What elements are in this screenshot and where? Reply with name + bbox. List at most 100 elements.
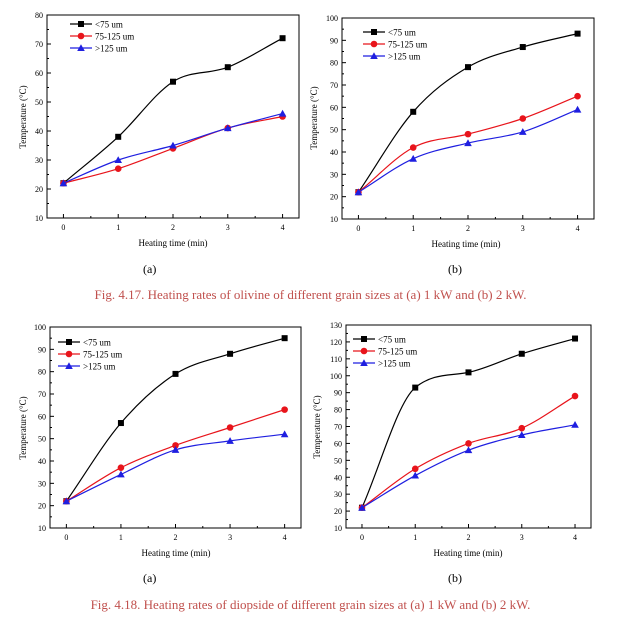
data-point-2 bbox=[519, 115, 527, 122]
data-point-1 bbox=[115, 133, 122, 140]
legend-marker bbox=[370, 40, 378, 48]
x-tick-label: 4 bbox=[573, 533, 577, 542]
y-tick-label: 100 bbox=[326, 14, 338, 23]
data-point-1 bbox=[519, 44, 526, 51]
legend-label: >125 um bbox=[378, 359, 410, 369]
x-tick-label: 2 bbox=[171, 223, 175, 232]
data-point-2 bbox=[411, 465, 419, 473]
y-tick-label: 10 bbox=[330, 215, 338, 224]
legend-label: 75-125 um bbox=[388, 40, 427, 50]
y-tick-label: 60 bbox=[38, 412, 46, 421]
data-point-2 bbox=[409, 144, 417, 151]
caption-fig-4-18: Fig. 4.18. Heating rates of diopside of … bbox=[90, 597, 531, 612]
series-line-2 bbox=[66, 409, 285, 502]
data-point-1 bbox=[465, 369, 472, 376]
data-point-2 bbox=[114, 165, 122, 172]
legend-marker bbox=[370, 52, 378, 59]
y-tick-label: 20 bbox=[334, 507, 342, 516]
x-tick-label: 0 bbox=[61, 223, 65, 232]
plot-frame bbox=[46, 14, 300, 219]
y-tick-label: 90 bbox=[38, 345, 46, 354]
x-axis-label: Heating time (min) bbox=[142, 548, 211, 558]
data-point-1 bbox=[518, 350, 525, 357]
data-point-3 bbox=[169, 141, 177, 149]
y-tick-label: 30 bbox=[38, 479, 46, 488]
data-point-1 bbox=[170, 78, 176, 85]
data-point-3 bbox=[117, 470, 125, 478]
y-tick-label: 110 bbox=[330, 355, 342, 364]
data-point-2 bbox=[574, 92, 581, 100]
y-tick-label: 80 bbox=[334, 406, 342, 415]
data-point-2 bbox=[464, 130, 472, 138]
x-tick-label: 0 bbox=[64, 533, 68, 542]
chart-panel-4: 10 20 30 40 50 60 70 80 90 100 110 120 130 0 1 2 3 4 Heati… bbox=[312, 321, 592, 558]
data-point-2 bbox=[172, 442, 179, 449]
data-point-3 bbox=[571, 421, 579, 428]
legend-label: <75 um bbox=[388, 28, 416, 38]
legend-label: <75 um bbox=[95, 20, 123, 30]
data-point-1 bbox=[412, 384, 419, 391]
y-tick-label: 40 bbox=[35, 127, 43, 136]
data-point-3 bbox=[517, 431, 526, 438]
x-axis-label: Heating time (min) bbox=[434, 548, 503, 558]
y-tick-label: 90 bbox=[334, 389, 342, 398]
data-point-1 bbox=[172, 370, 179, 377]
subfig-label-417a: (a) bbox=[143, 262, 157, 276]
y-tick-label: 30 bbox=[35, 156, 43, 165]
y-tick-label: 40 bbox=[330, 148, 338, 157]
series-line-3 bbox=[361, 424, 576, 509]
series-line-1 bbox=[361, 337, 576, 508]
series-line-1 bbox=[357, 33, 578, 193]
y-tick-label: 70 bbox=[38, 390, 46, 399]
y-tick-label: 10 bbox=[35, 214, 43, 223]
y-tick-label: 30 bbox=[334, 490, 342, 499]
y-tick-label: 70 bbox=[334, 423, 342, 432]
data-point-3 bbox=[409, 154, 418, 162]
subfig-label-418b: (b) bbox=[448, 571, 462, 585]
series-line-1 bbox=[63, 37, 283, 184]
y-tick-label: 10 bbox=[38, 524, 46, 533]
legend-marker bbox=[360, 347, 368, 355]
data-point-3 bbox=[411, 471, 420, 479]
data-point-2 bbox=[465, 440, 472, 447]
legend-label: <75 um bbox=[378, 335, 406, 345]
data-point-3 bbox=[59, 179, 68, 187]
y-tick-label: 90 bbox=[330, 36, 338, 45]
legend-label: >125 um bbox=[388, 52, 420, 62]
x-tick-label: 3 bbox=[228, 533, 232, 542]
x-axis-label: Heating time (min) bbox=[432, 239, 501, 249]
legend-marker bbox=[77, 32, 85, 40]
x-tick-label: 2 bbox=[467, 533, 471, 542]
y-tick-label: 80 bbox=[330, 59, 338, 68]
data-point-1 bbox=[117, 420, 124, 427]
series-line-3 bbox=[358, 109, 578, 193]
x-tick-label: 3 bbox=[521, 224, 525, 233]
data-point-3 bbox=[518, 128, 527, 135]
y-tick-label: 100 bbox=[34, 323, 46, 332]
caption-fig-4-17: Fig. 4.17. Heating rates of olivine of d… bbox=[94, 287, 527, 302]
legend-marker bbox=[78, 21, 84, 27]
y-tick-label: 80 bbox=[38, 368, 46, 377]
y-tick-label: 60 bbox=[334, 439, 342, 448]
chart-panel-3: 10 20 30 40 50 60 70 80 90 100 0 1 2 3 4 Heating time (… bbox=[18, 323, 302, 558]
x-tick-label: 4 bbox=[283, 533, 287, 542]
x-tick-label: 0 bbox=[360, 533, 364, 542]
y-tick-label: 130 bbox=[330, 321, 342, 330]
data-point-3 bbox=[358, 503, 366, 511]
data-point-1 bbox=[227, 350, 234, 357]
data-point-3 bbox=[354, 188, 363, 196]
y-tick-label: 20 bbox=[330, 193, 338, 202]
legend-label: 75-125 um bbox=[83, 350, 122, 360]
x-tick-label: 3 bbox=[226, 223, 230, 232]
legend-label: >125 um bbox=[83, 362, 115, 372]
y-tick-label: 20 bbox=[35, 185, 43, 194]
data-point-1 bbox=[224, 64, 231, 71]
subfig-label-417b: (b) bbox=[448, 262, 462, 276]
data-point-3 bbox=[226, 437, 234, 444]
data-point-1 bbox=[279, 35, 286, 42]
x-tick-label: 0 bbox=[356, 224, 360, 233]
data-point-3 bbox=[464, 139, 472, 147]
data-point-3 bbox=[278, 109, 287, 117]
